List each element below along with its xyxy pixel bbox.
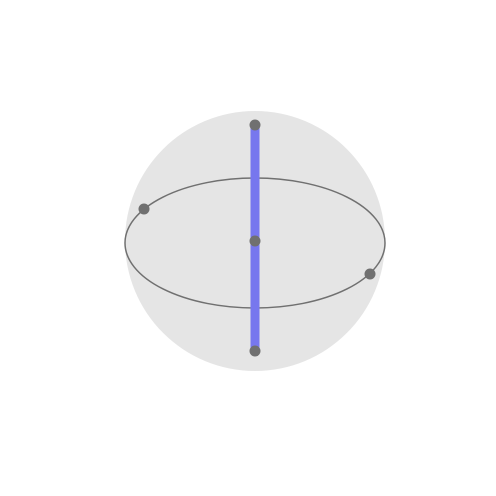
- bottom-pole-point: [249, 345, 261, 357]
- center-point: [249, 235, 261, 247]
- equator-left-point: [138, 203, 150, 215]
- points-group: [138, 119, 376, 357]
- equator-right-point: [364, 268, 376, 280]
- top-pole-point: [249, 119, 261, 131]
